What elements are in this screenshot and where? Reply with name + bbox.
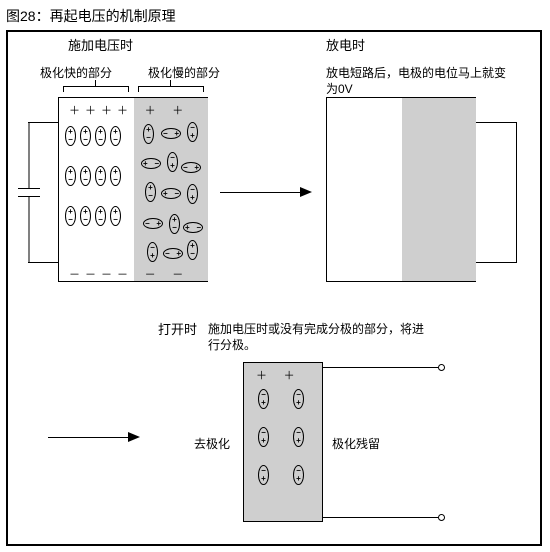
panel2-wire-vert — [516, 122, 517, 263]
panel3-box: ＋ ＋ −+ −+ −+ −+ −+ −+ — [243, 362, 323, 522]
panel1-bracket-left-label: 极化快的部分 — [40, 66, 112, 82]
panel2-shade — [402, 98, 476, 281]
voltage-source-icon — [18, 162, 40, 222]
panel1-box: ＋＋＋＋ ＋ ＋ －－－－ － － +− +− +− +− +− +− +− +… — [58, 97, 208, 282]
panel1-bracket-left — [63, 86, 129, 92]
panel3-wire-bot — [323, 517, 438, 518]
arrow-into-3 — [48, 432, 140, 442]
panel1-dipoles-right: +− −+ −+ +− −+ −+ +− +− −+ −+ +− +− −+ −… — [139, 118, 205, 268]
panel3-terminal-top — [438, 364, 445, 371]
panel1-dipoles-left: +− +− +− +− +− +− +− +− +− +− +− +− — [65, 126, 121, 226]
panel2-note: 放电短路后，电极的电位马上就变为0V — [326, 66, 516, 97]
wire-bot-h — [28, 262, 58, 263]
figure-frame: 施加电压时 极化快的部分 极化慢的部分 ＋＋＋＋ ＋ ＋ －－－－ － － +−… — [6, 30, 542, 546]
panel1-plus-row: ＋＋＋＋ ＋ ＋ — [69, 102, 188, 118]
panel3-left-label: 去极化 — [194, 437, 230, 453]
panel2-wire-top — [476, 122, 516, 123]
panel1-heading: 施加电压时 — [68, 38, 133, 55]
panel1-bracket-right — [138, 86, 204, 92]
panel1-bracket-right-stem — [170, 80, 171, 87]
panel3-heading: 打开时 — [158, 322, 197, 339]
panel3-plus-row: ＋ ＋ — [256, 367, 300, 383]
panel1-bracket-left-stem — [95, 80, 96, 87]
panel1-minus-row: －－－－ － － — [69, 266, 188, 282]
wire-top-h — [28, 122, 58, 123]
panel3-right-label: 极化残留 — [332, 437, 380, 453]
figure-title: 图28：再起电压的机制原理 — [6, 6, 544, 26]
panel1-bracket-right-label: 极化慢的部分 — [148, 66, 220, 82]
panel3-wire-top — [323, 367, 438, 368]
panel2-heading: 放电时 — [326, 38, 365, 55]
panel2-box — [326, 97, 476, 282]
panel2-wire-bot — [476, 262, 516, 263]
arrow-1-to-2 — [220, 187, 312, 197]
panel3-terminal-bot — [438, 514, 445, 521]
panel3-dipoles: −+ −+ −+ −+ −+ −+ — [258, 389, 304, 485]
panel3-note: 施加电压时或没有完成分极的部分，将进行分极。 — [208, 322, 428, 353]
